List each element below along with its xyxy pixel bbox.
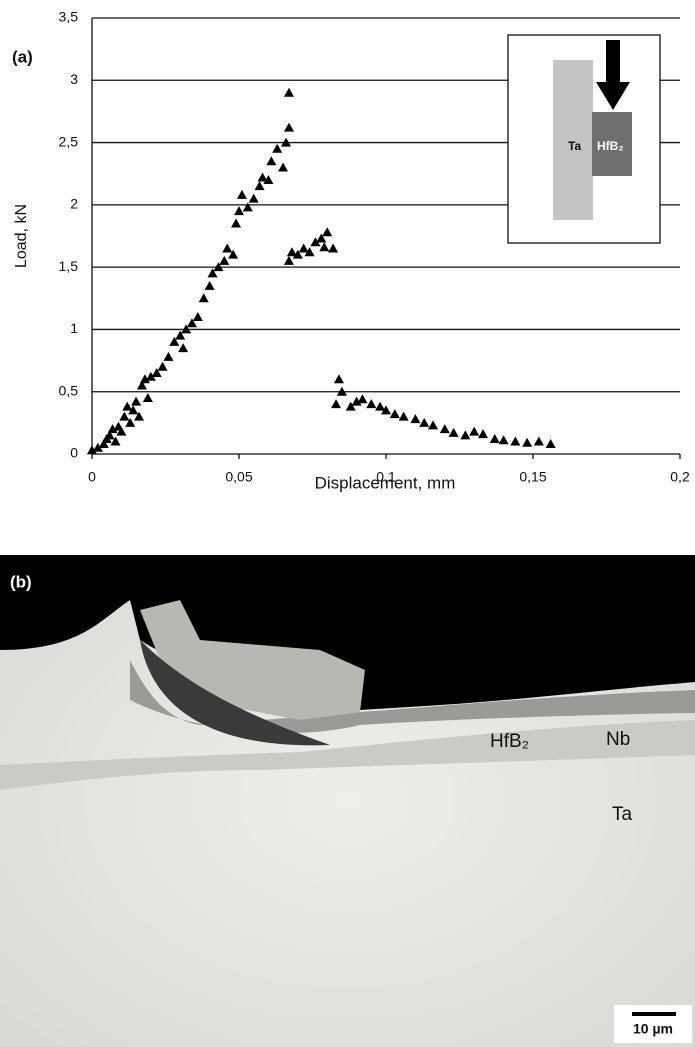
x-tick-label: 0 — [88, 469, 96, 485]
data-point — [255, 181, 265, 190]
page: {"chart_data": {"type": "scatter", "pane… — [0, 0, 695, 1047]
data-point — [299, 243, 309, 252]
y-tick-label: 0,5 — [59, 382, 79, 398]
data-point — [234, 206, 244, 215]
data-point — [205, 281, 215, 290]
data-point — [278, 162, 288, 171]
data-point — [243, 202, 253, 211]
data-point — [428, 420, 438, 429]
phase-label: Nb — [606, 729, 630, 750]
data-point — [328, 243, 338, 252]
data-point — [119, 412, 129, 421]
panel-label: (a) — [12, 47, 33, 66]
data-point — [399, 412, 409, 421]
data-point — [546, 439, 556, 448]
data-point — [375, 402, 385, 411]
data-point — [357, 394, 367, 403]
data-point — [331, 399, 341, 408]
data-point — [231, 219, 241, 228]
data-point — [163, 352, 173, 361]
data-point — [249, 194, 259, 203]
data-point — [237, 190, 247, 199]
phase-label: Ta — [612, 804, 633, 825]
data-point — [499, 435, 509, 444]
data-point — [319, 242, 329, 251]
y-tick-label: 1 — [70, 320, 78, 336]
scale-bar — [632, 1012, 676, 1016]
y-tick-label: 2,5 — [59, 133, 79, 149]
y-tick-label: 2 — [70, 196, 78, 212]
data-point — [410, 414, 420, 423]
data-point — [178, 343, 188, 352]
data-point — [460, 430, 470, 439]
y-axis-label: Load, kN — [13, 204, 30, 268]
data-point — [222, 243, 232, 252]
data-point — [199, 293, 209, 302]
y-tick-label: 3 — [70, 71, 78, 87]
phase-label: HfB₂ — [490, 731, 529, 752]
data-point — [219, 256, 229, 265]
inset-label: Ta — [568, 139, 581, 153]
data-point — [419, 418, 429, 427]
y-tick-label: 3,5 — [59, 9, 79, 25]
data-point — [193, 312, 203, 321]
data-point — [284, 256, 294, 265]
data-point — [510, 437, 520, 446]
data-point — [334, 374, 344, 383]
data-point — [449, 428, 459, 437]
data-point — [366, 399, 376, 408]
micrograph: (b) HfB₂ Nb Ta 10 µm — [0, 555, 695, 1047]
data-point — [131, 397, 141, 406]
data-point — [440, 424, 450, 433]
data-point — [284, 123, 294, 132]
data-point — [490, 434, 500, 443]
y-tick-label: 1,5 — [59, 258, 79, 274]
data-point — [478, 429, 488, 438]
data-point — [158, 362, 168, 371]
data-point — [284, 88, 294, 97]
data-point — [143, 393, 153, 402]
data-point — [272, 144, 282, 153]
scale-bar-label: 10 µm — [633, 1021, 673, 1037]
data-point — [390, 409, 400, 418]
data-point — [322, 227, 332, 236]
figure: (a) Displacement, mm Load, kN Ta HfB₂ 00… — [0, 0, 695, 1047]
data-point — [534, 437, 544, 446]
x-tick-label: 0,05 — [225, 469, 252, 485]
data-point — [122, 402, 132, 411]
data-point — [266, 156, 276, 165]
x-tick-label: 0,15 — [519, 469, 546, 485]
x-tick-label: 0,1 — [376, 469, 396, 485]
x-tick-label: 0,2 — [670, 469, 690, 485]
inset: Ta HfB₂ — [508, 35, 660, 243]
chart: (a) Displacement, mm Load, kN Ta HfB₂ 00… — [12, 9, 690, 493]
data-point — [522, 438, 532, 447]
panel-label: (b) — [10, 572, 32, 591]
data-point — [469, 427, 479, 436]
inset-label: HfB₂ — [597, 139, 624, 153]
y-tick-label: 0 — [70, 445, 78, 461]
